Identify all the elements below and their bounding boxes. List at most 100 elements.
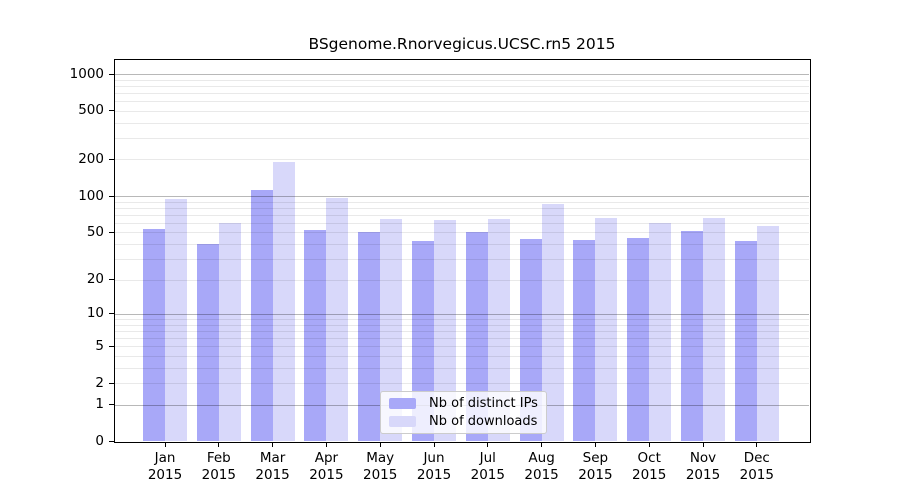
x-axis-tick-label: Sep 2015 [563, 450, 627, 484]
x-axis-tick [594, 442, 596, 447]
bar-distinct-ips [196, 243, 219, 441]
x-axis-tick [541, 442, 543, 447]
y-axis-tick [109, 110, 114, 112]
x-axis-tick [648, 442, 650, 447]
bar-distinct-ips [627, 237, 650, 441]
x-axis-tick [272, 442, 274, 447]
x-axis-tick [702, 442, 704, 447]
x-axis-tick-label: Feb 2015 [187, 450, 251, 484]
month-label: May [366, 450, 395, 466]
minor-gridline [115, 207, 809, 209]
chart-title: BSgenome.Rnorvegicus.UCSC.rn5 2015 [308, 35, 616, 53]
minor-gridline [115, 324, 809, 326]
minor-gridline [115, 330, 809, 332]
minor-gridline [115, 222, 809, 224]
year-label: 2015 [147, 467, 183, 483]
legend-label: Nb of distinct IPs [429, 395, 538, 411]
month-label: Mar [259, 450, 286, 466]
y-axis-tick [109, 345, 114, 347]
legend: Nb of distinct IPs Nb of downloads [380, 391, 547, 434]
y-axis-tick-label: 100 [78, 187, 104, 204]
y-axis-tick [109, 73, 114, 75]
bar-downloads [218, 222, 241, 441]
minor-gridline [115, 279, 809, 281]
year-label: 2015 [363, 467, 398, 483]
x-axis-tick [379, 442, 381, 447]
x-axis-tick [218, 442, 220, 447]
minor-gridline [115, 319, 809, 320]
y-axis-tick-label: 500 [78, 102, 104, 119]
month-label: Jan [154, 450, 176, 466]
y-axis-tick-label: 2 [95, 374, 104, 391]
x-axis-tick [164, 442, 166, 447]
y-axis-tick [109, 279, 114, 281]
x-axis-tick-label: May 2015 [348, 450, 412, 484]
minor-gridline [115, 110, 809, 112]
year-label: 2015 [255, 467, 290, 483]
minor-gridline [115, 244, 809, 245]
legend-swatch-downloads [389, 416, 416, 427]
major-gridline [115, 313, 809, 315]
bar-downloads [649, 222, 672, 441]
x-axis-tick-label: Mar 2015 [241, 450, 305, 484]
y-axis-tick [109, 382, 114, 384]
year-label: 2015 [416, 467, 452, 483]
bar-distinct-ips [143, 229, 165, 441]
bar-distinct-ips [304, 230, 327, 441]
y-axis-tick-label: 1000 [69, 65, 104, 82]
x-axis-tick-label: Jul 2015 [456, 450, 520, 484]
bar-distinct-ips [734, 241, 757, 441]
legend-label: Nb of downloads [429, 413, 538, 429]
minor-gridline [115, 201, 809, 203]
y-axis-tick-label: 50 [86, 223, 104, 240]
bar-distinct-ips [250, 190, 273, 441]
y-axis-tick-label: 5 [95, 337, 104, 354]
x-axis-tick-label: Dec 2015 [725, 450, 789, 484]
x-axis-tick [325, 442, 327, 447]
minor-gridline [115, 232, 809, 234]
year-label: 2015 [524, 467, 559, 483]
minor-gridline [115, 137, 809, 139]
bar-downloads [272, 162, 295, 441]
minor-gridline [115, 92, 809, 94]
bar-downloads [487, 219, 510, 441]
month-label: Nov [689, 450, 717, 466]
year-label: 2015 [309, 467, 344, 483]
y-axis-tick-label: 0 [95, 433, 104, 449]
year-label: 2015 [470, 467, 505, 483]
bar-distinct-ips [358, 232, 381, 441]
month-label: Oct [637, 450, 661, 466]
month-label: Jul [479, 450, 496, 466]
y-axis-tick-label: 20 [86, 271, 104, 288]
x-axis-tick-label: Oct 2015 [617, 450, 681, 484]
x-axis-tick-label: Jan 2015 [133, 450, 197, 484]
minor-gridline [115, 346, 809, 348]
year-label: 2015 [632, 467, 667, 483]
major-gridline [115, 196, 809, 197]
minor-gridline [115, 85, 809, 87]
minor-gridline [115, 79, 809, 81]
month-label: Feb [206, 450, 231, 466]
y-axis-tick [109, 195, 114, 197]
year-label: 2015 [578, 467, 613, 483]
x-axis-tick [487, 442, 489, 447]
bar-downloads [541, 203, 564, 441]
bar-distinct-ips [465, 232, 488, 441]
x-axis-tick [756, 442, 758, 447]
bar-downloads [326, 198, 349, 441]
legend-swatch-distinct-ips [389, 398, 416, 409]
x-axis-tick-label: Jun 2015 [402, 450, 466, 484]
major-gridline [115, 74, 809, 75]
y-axis-tick [109, 441, 114, 442]
y-axis-tick [109, 158, 114, 160]
minor-gridline [115, 101, 809, 103]
y-axis-tick [109, 404, 114, 406]
month-label: Aug [528, 450, 555, 466]
year-label: 2015 [201, 467, 236, 483]
x-axis-tick [433, 442, 435, 447]
x-axis-tick-label: Aug 2015 [510, 450, 574, 484]
bar-downloads [595, 217, 618, 441]
bar-distinct-ips [573, 240, 596, 441]
minor-gridline [115, 383, 809, 385]
minor-gridline [115, 214, 809, 216]
